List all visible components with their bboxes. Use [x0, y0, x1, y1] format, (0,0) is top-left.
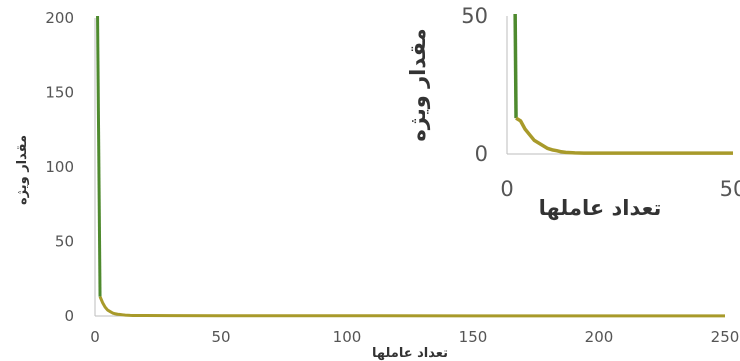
inset-plot: 0 50 0 50 تعداد عاملها مقدار ویژه	[406, 4, 740, 220]
main-x-tick-label: 100	[333, 328, 362, 346]
inset-x-axis-title: تعداد عاملها	[539, 196, 662, 220]
main-x-axis-title: تعداد عاملها	[372, 346, 448, 361]
main-x-tick-label: 0	[90, 328, 100, 346]
inset-y-tick-label: 0	[475, 142, 488, 166]
main-y-tick-label: 150	[45, 84, 74, 102]
main-y-tick-label: 200	[45, 9, 74, 27]
inset-eigenvalue-spike	[513, 14, 518, 119]
main-plot: 0 50 100 150 200 0 50 100 150 200 250 تعداد عاملها م…	[15, 9, 739, 361]
inset-eigenvalue-line	[515, 116, 733, 155]
main-eigenvalue-line	[98, 296, 725, 318]
main-y-tick-label: 50	[55, 233, 74, 251]
main-x-tick-label: 50	[211, 328, 230, 346]
main-x-tick-label: 250	[711, 328, 740, 346]
main-x-tick-label: 150	[459, 328, 488, 346]
inset-x-tick-label: 0	[500, 177, 513, 201]
inset-x-tick-label: 50	[720, 177, 740, 201]
inset-y-axis-title: مقدار ویژه	[406, 28, 430, 141]
inset-y-tick-label: 50	[461, 4, 488, 28]
main-x-tick-label: 200	[585, 328, 614, 346]
main-y-axis-title: مقدار ویژه	[15, 135, 30, 205]
main-y-tick-label: 0	[64, 307, 74, 325]
main-eigenvalue-spike	[96, 16, 102, 297]
main-y-tick-label: 100	[45, 158, 74, 176]
